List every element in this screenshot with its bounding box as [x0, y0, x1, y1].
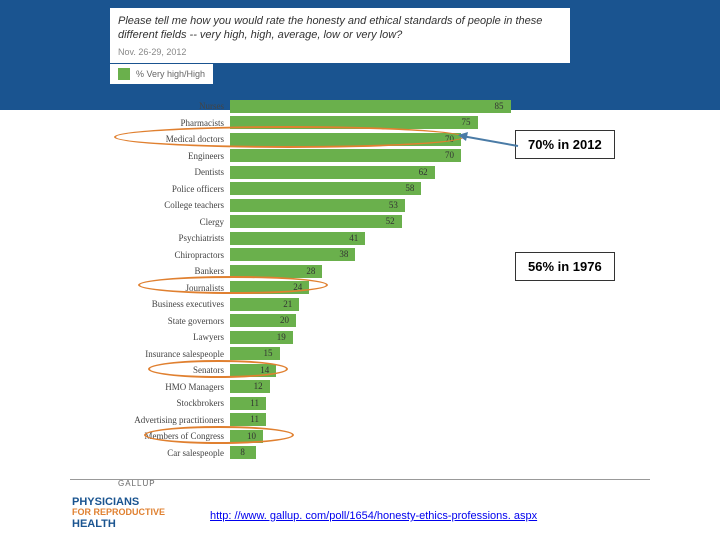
bar-value: 75 — [462, 117, 471, 127]
category-label: Journalists — [110, 283, 230, 293]
table-row: Advertising practitioners 11 — [110, 412, 570, 429]
bar — [230, 199, 405, 212]
bar — [230, 182, 421, 195]
table-row: Bankers 28 — [110, 263, 570, 280]
bar — [230, 215, 402, 228]
bar-value: 8 — [240, 447, 245, 457]
bar — [230, 397, 266, 410]
bar-value: 52 — [386, 216, 395, 226]
bar-value: 20 — [280, 315, 289, 325]
table-row: Clergy 52 — [110, 214, 570, 231]
table-row: College teachers 53 — [110, 197, 570, 214]
bar — [230, 100, 511, 113]
table-row: Police officers 58 — [110, 181, 570, 198]
table-row: HMO Managers 12 — [110, 379, 570, 396]
bar-value: 62 — [419, 167, 428, 177]
category-label: Chiropractors — [110, 250, 230, 260]
category-label: Members of Congress — [110, 431, 230, 441]
category-label: Clergy — [110, 217, 230, 227]
category-label: State governors — [110, 316, 230, 326]
category-label: Car salespeople — [110, 448, 230, 458]
category-label: Psychiatrists — [110, 233, 230, 243]
bar-value: 15 — [264, 348, 273, 358]
bar-value: 70 — [445, 134, 454, 144]
table-row: Car salespeople 8 — [110, 445, 570, 462]
bar-value: 53 — [389, 200, 398, 210]
category-label: College teachers — [110, 200, 230, 210]
bar-value: 70 — [445, 150, 454, 160]
category-label: Stockbrokers — [110, 398, 230, 408]
table-row: State governors 20 — [110, 313, 570, 330]
category-label: Engineers — [110, 151, 230, 161]
bar-value: 38 — [339, 249, 348, 259]
table-row: Nurses 85 — [110, 98, 570, 115]
gallup-label: GALLUP — [118, 479, 156, 488]
bar — [230, 413, 266, 426]
survey-date: Nov. 26-29, 2012 — [118, 47, 562, 57]
table-row: Chiropractors 38 — [110, 247, 570, 264]
table-row: Senators 14 — [110, 362, 570, 379]
bar-value: 19 — [277, 332, 286, 342]
question-box: Please tell me how you would rate the ho… — [110, 8, 570, 63]
category-label: Medical doctors — [110, 134, 230, 144]
bar — [230, 133, 461, 146]
category-label: Nurses — [110, 101, 230, 111]
bar-value: 41 — [349, 233, 358, 243]
category-label: Senators — [110, 365, 230, 375]
bar-value: 21 — [283, 299, 292, 309]
table-row: Psychiatrists 41 — [110, 230, 570, 247]
bar — [230, 149, 461, 162]
arrow-icon — [456, 132, 526, 152]
annotation-box: 56% in 1976 — [515, 252, 615, 281]
bar-value: 11 — [250, 414, 259, 424]
bar-value: 11 — [250, 398, 259, 408]
legend-label: % Very high/High — [136, 69, 205, 79]
sponsor-logo: PHYSICIANS FOR REPRODUCTIVE HEALTH — [72, 496, 165, 530]
bar — [230, 380, 270, 393]
bar-chart: Nurses 85 Pharmacists 75 Medical doctors 70 En… — [110, 98, 570, 461]
table-row: Insurance salespeople 15 — [110, 346, 570, 363]
bar-value: 10 — [247, 431, 256, 441]
table-row: Journalists 24 — [110, 280, 570, 297]
table-row: Pharmacists 75 — [110, 115, 570, 132]
table-row: Lawyers 19 — [110, 329, 570, 346]
bar — [230, 232, 365, 245]
source-link[interactable]: http: //www. gallup. com/poll/1654/hones… — [210, 510, 537, 522]
category-label: Police officers — [110, 184, 230, 194]
bar-value: 12 — [254, 381, 263, 391]
bar-value: 58 — [405, 183, 414, 193]
bar — [230, 166, 435, 179]
category-label: HMO Managers — [110, 382, 230, 392]
footer-divider — [70, 479, 650, 480]
legend-swatch — [118, 68, 130, 80]
table-row: Members of Congress 10 — [110, 428, 570, 445]
bar — [230, 248, 355, 261]
category-label: Bankers — [110, 266, 230, 276]
table-row: Stockbrokers 11 — [110, 395, 570, 412]
category-label: Lawyers — [110, 332, 230, 342]
bar-value: 28 — [306, 266, 315, 276]
bar-value: 24 — [293, 282, 302, 292]
bar — [230, 364, 276, 377]
bar — [230, 116, 478, 129]
annotation-box: 70% in 2012 — [515, 130, 615, 159]
table-row: Dentists 62 — [110, 164, 570, 181]
category-label: Pharmacists — [110, 118, 230, 128]
bar-value: 14 — [260, 365, 269, 375]
category-label: Advertising practitioners — [110, 415, 230, 425]
table-row: Business executives 21 — [110, 296, 570, 313]
category-label: Insurance salespeople — [110, 349, 230, 359]
survey-question: Please tell me how you would rate the ho… — [118, 14, 562, 43]
legend: % Very high/High — [110, 64, 213, 84]
category-label: Business executives — [110, 299, 230, 309]
category-label: Dentists — [110, 167, 230, 177]
bar-value: 85 — [495, 101, 504, 111]
